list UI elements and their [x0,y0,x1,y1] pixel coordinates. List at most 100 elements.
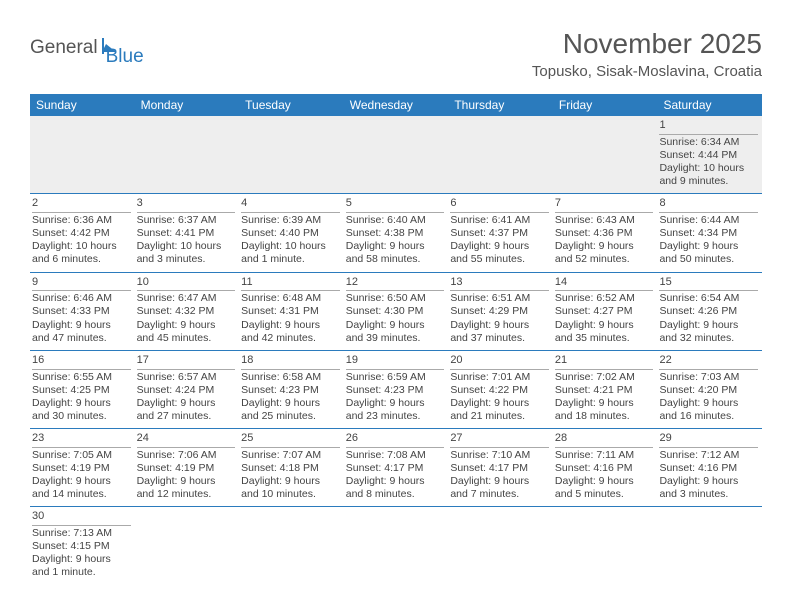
daylight-line-1: Daylight: 9 hours [137,319,236,332]
daylight-line-1: Daylight: 9 hours [555,475,654,488]
day-cell: 23Sunrise: 7:05 AMSunset: 4:19 PMDayligh… [30,429,135,506]
daylight-line-2: and 27 minutes. [137,410,236,423]
sunrise-line: Sunrise: 6:41 AM [450,214,549,227]
sunset-line: Sunset: 4:23 PM [241,384,340,397]
day-cell-blank [657,507,762,584]
day-number: 17 [137,354,236,370]
week-row: 2Sunrise: 6:36 AMSunset: 4:42 PMDaylight… [30,194,762,272]
day-number: 23 [32,432,131,448]
sunset-line: Sunset: 4:41 PM [137,227,236,240]
daylight-line-2: and 35 minutes. [555,332,654,345]
daylight-line-1: Daylight: 10 hours [137,240,236,253]
day-cell: 29Sunrise: 7:12 AMSunset: 4:16 PMDayligh… [657,429,762,506]
sunrise-line: Sunrise: 6:47 AM [137,292,236,305]
sunrise-line: Sunrise: 7:08 AM [346,449,445,462]
sunrise-line: Sunrise: 7:10 AM [450,449,549,462]
sunset-line: Sunset: 4:27 PM [555,305,654,318]
sunset-line: Sunset: 4:33 PM [32,305,131,318]
day-cell: 9Sunrise: 6:46 AMSunset: 4:33 PMDaylight… [30,273,135,350]
daylight-line-1: Daylight: 9 hours [32,553,131,566]
daylight-line-1: Daylight: 9 hours [450,319,549,332]
daylight-line-2: and 18 minutes. [555,410,654,423]
sunset-line: Sunset: 4:21 PM [555,384,654,397]
logo-text-general: General [30,37,98,59]
calendar: SundayMondayTuesdayWednesdayThursdayFrid… [30,94,762,585]
daylight-line-2: and 7 minutes. [450,488,549,501]
day-cell: 8Sunrise: 6:44 AMSunset: 4:34 PMDaylight… [657,194,762,271]
dow-cell: Tuesday [239,94,344,116]
weeks-container: 1Sunrise: 6:34 AMSunset: 4:44 PMDaylight… [30,116,762,585]
daylight-line-1: Daylight: 9 hours [659,397,758,410]
day-number: 28 [555,432,654,448]
week-row: 16Sunrise: 6:55 AMSunset: 4:25 PMDayligh… [30,351,762,429]
logo-text-blue: Blue [106,46,144,68]
daylight-line-1: Daylight: 9 hours [241,397,340,410]
day-number: 10 [137,276,236,292]
daylight-line-2: and 52 minutes. [555,253,654,266]
day-number: 2 [32,197,131,213]
sunrise-line: Sunrise: 6:59 AM [346,371,445,384]
daylight-line-1: Daylight: 10 hours [659,162,758,175]
day-number: 15 [659,276,758,292]
day-cell: 5Sunrise: 6:40 AMSunset: 4:38 PMDaylight… [344,194,449,271]
day-number: 7 [555,197,654,213]
sunrise-line: Sunrise: 6:58 AM [241,371,340,384]
sunset-line: Sunset: 4:26 PM [659,305,758,318]
sunrise-line: Sunrise: 7:13 AM [32,527,131,540]
daylight-line-1: Daylight: 9 hours [555,240,654,253]
daylight-line-2: and 9 minutes. [659,175,758,188]
sunset-line: Sunset: 4:16 PM [659,462,758,475]
sunrise-line: Sunrise: 6:39 AM [241,214,340,227]
day-number: 19 [346,354,445,370]
day-number: 26 [346,432,445,448]
daylight-line-2: and 37 minutes. [450,332,549,345]
day-number: 24 [137,432,236,448]
daylight-line-2: and 25 minutes. [241,410,340,423]
day-cell: 11Sunrise: 6:48 AMSunset: 4:31 PMDayligh… [239,273,344,350]
daylight-line-1: Daylight: 9 hours [659,319,758,332]
daylight-line-1: Daylight: 9 hours [450,397,549,410]
day-number: 8 [659,197,758,213]
sunrise-line: Sunrise: 6:48 AM [241,292,340,305]
day-number: 6 [450,197,549,213]
dow-cell: Thursday [448,94,553,116]
week-row: 23Sunrise: 7:05 AMSunset: 4:19 PMDayligh… [30,429,762,507]
daylight-line-1: Daylight: 10 hours [32,240,131,253]
day-cell: 3Sunrise: 6:37 AMSunset: 4:41 PMDaylight… [135,194,240,271]
day-cell: 10Sunrise: 6:47 AMSunset: 4:32 PMDayligh… [135,273,240,350]
daylight-line-2: and 6 minutes. [32,253,131,266]
day-cell-blank [135,116,240,193]
daylight-line-2: and 32 minutes. [659,332,758,345]
sunrise-line: Sunrise: 7:02 AM [555,371,654,384]
daylight-line-2: and 3 minutes. [137,253,236,266]
daylight-line-1: Daylight: 9 hours [659,475,758,488]
daylight-line-2: and 14 minutes. [32,488,131,501]
day-cell: 13Sunrise: 6:51 AMSunset: 4:29 PMDayligh… [448,273,553,350]
day-cell: 22Sunrise: 7:03 AMSunset: 4:20 PMDayligh… [657,351,762,428]
sunset-line: Sunset: 4:15 PM [32,540,131,553]
day-cell: 28Sunrise: 7:11 AMSunset: 4:16 PMDayligh… [553,429,658,506]
sunrise-line: Sunrise: 7:01 AM [450,371,549,384]
day-number: 1 [659,119,758,135]
day-cell: 16Sunrise: 6:55 AMSunset: 4:25 PMDayligh… [30,351,135,428]
daylight-line-1: Daylight: 9 hours [137,475,236,488]
daylight-line-1: Daylight: 9 hours [241,319,340,332]
daylight-line-2: and 8 minutes. [346,488,445,501]
sunset-line: Sunset: 4:38 PM [346,227,445,240]
daylight-line-1: Daylight: 9 hours [346,319,445,332]
daylight-line-2: and 21 minutes. [450,410,549,423]
sunset-line: Sunset: 4:37 PM [450,227,549,240]
day-cell: 1Sunrise: 6:34 AMSunset: 4:44 PMDaylight… [657,116,762,193]
day-cell: 24Sunrise: 7:06 AMSunset: 4:19 PMDayligh… [135,429,240,506]
daylight-line-1: Daylight: 9 hours [346,397,445,410]
daylight-line-2: and 58 minutes. [346,253,445,266]
day-cell: 21Sunrise: 7:02 AMSunset: 4:21 PMDayligh… [553,351,658,428]
dow-cell: Sunday [30,94,135,116]
dow-cell: Saturday [657,94,762,116]
day-cell: 15Sunrise: 6:54 AMSunset: 4:26 PMDayligh… [657,273,762,350]
daylight-line-2: and 12 minutes. [137,488,236,501]
day-cell: 2Sunrise: 6:36 AMSunset: 4:42 PMDaylight… [30,194,135,271]
day-number: 27 [450,432,549,448]
day-number: 12 [346,276,445,292]
day-cell-blank [239,116,344,193]
